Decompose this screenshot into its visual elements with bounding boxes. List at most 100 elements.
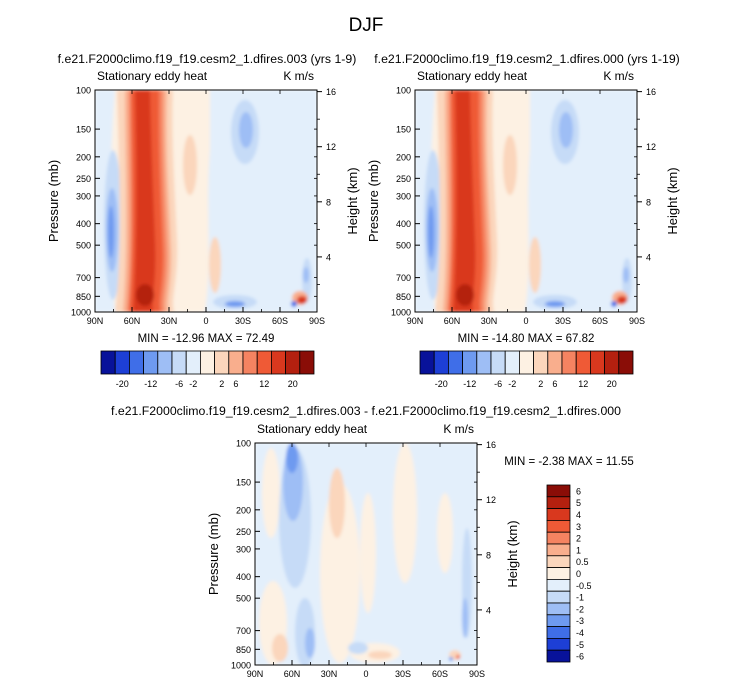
- colorbar-a: -20 -12 -6 -2 2 6 12 20: [100, 350, 315, 389]
- height-tick-label: 16: [486, 440, 496, 450]
- colorbar-swatch: [157, 350, 173, 375]
- pressure-tick-label: 300: [236, 544, 251, 554]
- colorbar-swatch: [546, 602, 571, 616]
- pressure-tick-label: 150: [396, 125, 411, 135]
- height-tick-label: 16: [646, 87, 656, 97]
- panel-a-pressure-axis: 100 150 200 250 300 400 500 700 850 1000: [71, 86, 317, 318]
- colorbar-label: 6: [552, 379, 557, 389]
- panel-c: f.e21.F2000climo.f19_f19.cesm2_1.dfires.…: [111, 404, 634, 679]
- colorbar-swatch: [618, 350, 634, 375]
- pressure-tick-label: 100: [76, 86, 91, 96]
- height-tick-label: 4: [646, 252, 651, 262]
- colorbar-label: -1: [576, 593, 584, 603]
- colorbar-swatch: [546, 649, 571, 663]
- colorbar-label: 20: [607, 379, 617, 389]
- latitude-tick-label: 30S: [555, 316, 571, 326]
- colorbar-swatch: [561, 350, 577, 375]
- panel-b-height-axis: 4 8 12 16: [637, 87, 656, 285]
- colorbar-label: -2: [576, 604, 584, 614]
- panel-a-contour-field: [95, 90, 317, 312]
- colorbar-swatch: [199, 350, 215, 375]
- panel-a-variable-label: Stationary eddy heat: [97, 69, 208, 83]
- panel-a-min-max: MIN = -12.96 MAX = 72.49: [138, 333, 275, 345]
- colorbar-swatch: [171, 350, 187, 375]
- pressure-tick-label: 100: [236, 439, 251, 449]
- colorbar-swatch: [533, 350, 549, 375]
- height-tick-label: 4: [326, 252, 331, 262]
- height-tick-label: 12: [326, 142, 336, 152]
- pressure-tick-label: 700: [76, 273, 91, 283]
- colorbar-label: 5: [576, 498, 581, 508]
- colorbar-label: 6: [233, 379, 238, 389]
- pressure-tick-label: 150: [236, 478, 251, 488]
- panel-c-min-max: MIN = -2.38 MAX = 11.55: [504, 456, 634, 468]
- pressure-tick-label: 400: [396, 219, 411, 229]
- latitude-tick-label: 60N: [444, 316, 461, 326]
- colorbar-label: 1: [576, 545, 581, 555]
- colorbar-label: 2: [576, 534, 581, 544]
- latitude-tick-label: 90S: [309, 316, 325, 326]
- latitude-tick-label: 30N: [161, 316, 178, 326]
- pressure-tick-label: 300: [396, 191, 411, 201]
- latitude-tick-label: 90S: [629, 316, 645, 326]
- colorbar-swatch: [214, 350, 230, 375]
- latitude-tick-label: 90N: [87, 316, 104, 326]
- latitude-tick-label: 60S: [592, 316, 608, 326]
- colorbar-swatch: [285, 350, 301, 375]
- pressure-tick-label: 250: [236, 527, 251, 537]
- colorbar-swatch: [590, 350, 606, 375]
- latitude-tick-label: 60N: [124, 316, 141, 326]
- height-tick-label: 12: [646, 142, 656, 152]
- colorbar-swatch: [476, 350, 492, 375]
- panel-a-ylabel: Pressure (mb): [46, 160, 61, 242]
- colorbar-swatch: [419, 350, 435, 375]
- colorbar-label: 12: [259, 379, 269, 389]
- panel-b-ylabel: Pressure (mb): [366, 160, 381, 242]
- colorbar-swatch: [433, 350, 449, 375]
- colorbar-swatch: [546, 590, 571, 604]
- latitude-tick-label: 60S: [432, 669, 448, 679]
- latitude-tick-label: 0: [203, 316, 208, 326]
- panel-c-ylabel-right: Height (km): [505, 520, 520, 587]
- colorbar-swatch: [546, 543, 571, 557]
- panel-b-pressure-axis: 100 150 200 250 300 400 500 700 850 1000: [391, 86, 637, 318]
- colorbar-label: 20: [288, 379, 298, 389]
- pressure-tick-label: 150: [76, 125, 91, 135]
- colorbar-label: 0: [576, 569, 581, 579]
- colorbar-label: -12: [463, 379, 476, 389]
- colorbar-swatch: [143, 350, 159, 375]
- colorbar-swatch: [546, 496, 571, 509]
- pressure-tick-label: 200: [76, 152, 91, 162]
- colorbar-label: 4: [576, 510, 581, 520]
- colorbar-swatch: [185, 350, 201, 375]
- colorbar-label: 2: [219, 379, 224, 389]
- panel-b-contour-field: [415, 90, 637, 312]
- latitude-tick-label: 0: [523, 316, 528, 326]
- panel-a: f.e21.F2000climo.f19_f19.cesm2_1.dfires.…: [46, 52, 360, 345]
- colorbar-label: -2: [189, 379, 197, 389]
- colorbar-swatch: [604, 350, 620, 375]
- colorbar-b: -20 -12 -6 -2 2 6 12 20: [419, 350, 634, 389]
- panel-b-title: f.e21.F2000climo.f19_f19.cesm2_1.dfires.…: [374, 52, 680, 66]
- panel-a-latitude-axis: 90N 60N 30N 0 30S 60S 90S: [87, 90, 325, 326]
- height-tick-label: 12: [486, 495, 496, 505]
- panel-b-latitude-axis: 90N 60N 30N 0 30S 60S 90S: [407, 90, 645, 326]
- colorbar-swatch: [504, 350, 520, 375]
- pressure-tick-label: 850: [396, 292, 411, 302]
- panel-b-variable-label: Stationary eddy heat: [417, 69, 528, 83]
- colorbar-label: 3: [576, 522, 581, 532]
- panel-c-units-label: K m/s: [443, 422, 474, 436]
- colorbar-label: -0.5: [576, 581, 592, 591]
- panel-c-pressure-axis: 100 150 200 250 300 400 500 700 850 1000: [231, 439, 477, 671]
- panel-a-height-axis: 4 8 12 16: [317, 87, 336, 285]
- colorbar-swatch: [546, 626, 571, 639]
- height-tick-label: 8: [486, 550, 491, 560]
- colorbar-swatch: [299, 350, 315, 375]
- panel-c-variable-label: Stationary eddy heat: [257, 422, 368, 436]
- pressure-tick-label: 1000: [231, 661, 251, 671]
- colorbar-swatch: [490, 350, 506, 375]
- pressure-tick-label: 200: [236, 505, 251, 515]
- latitude-tick-label: 60S: [272, 316, 288, 326]
- colorbar-swatch: [228, 350, 244, 375]
- colorbar-swatch: [270, 350, 286, 375]
